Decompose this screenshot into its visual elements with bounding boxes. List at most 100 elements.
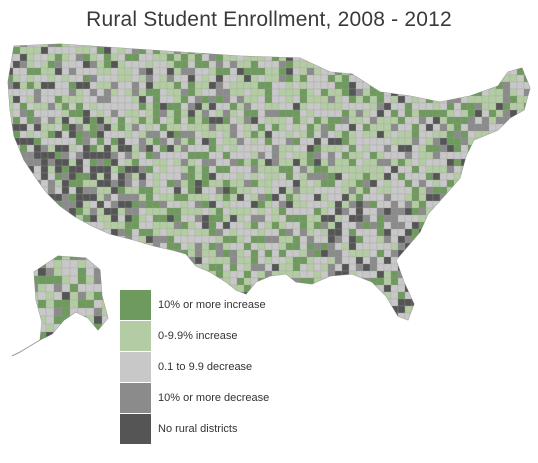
county-cell <box>166 109 175 118</box>
county-cell <box>348 207 357 216</box>
county-cell <box>101 267 108 277</box>
county-cell <box>488 186 497 195</box>
county-cell <box>355 46 364 55</box>
county-cell <box>271 123 280 132</box>
county-cell <box>348 312 357 320</box>
county-cell <box>117 102 126 111</box>
county-cell <box>467 102 476 111</box>
county-cell <box>285 137 294 146</box>
county-cell <box>334 172 343 181</box>
county-cell <box>187 53 196 62</box>
county-cell <box>37 256 47 261</box>
county-cell <box>495 249 504 258</box>
county-cell <box>12 67 21 76</box>
county-cell <box>523 235 530 244</box>
county-cell <box>215 193 224 202</box>
county-cell <box>243 214 252 223</box>
county-cell <box>26 137 35 146</box>
county-cell <box>467 74 476 83</box>
county-cell <box>306 228 315 237</box>
county-cell <box>131 165 140 174</box>
county-cell <box>320 60 329 69</box>
county-cell <box>215 214 224 223</box>
county-cell <box>61 44 70 48</box>
county-cell <box>348 158 357 167</box>
county-cell <box>460 88 469 97</box>
county-cell <box>390 305 399 314</box>
county-cell <box>488 158 497 167</box>
county-cell <box>411 312 420 320</box>
county-cell <box>411 102 420 111</box>
county-cell <box>19 235 28 244</box>
county-cell <box>299 207 308 216</box>
county-cell <box>418 235 427 244</box>
county-cell <box>159 263 168 272</box>
county-cell <box>460 130 469 139</box>
county-cell <box>138 263 147 272</box>
county-cell <box>110 277 119 286</box>
county-cell <box>208 53 217 62</box>
county-cell <box>187 74 196 83</box>
county-cell <box>516 305 525 314</box>
county-cell <box>250 172 259 181</box>
county-cell <box>201 130 210 139</box>
county-cell <box>411 291 420 300</box>
county-cell <box>502 277 511 286</box>
county-cell <box>194 158 203 167</box>
county-cell <box>320 235 329 244</box>
county-cell <box>19 116 28 125</box>
county-cell <box>348 193 357 202</box>
county-cell <box>362 319 371 320</box>
county-cell <box>495 130 504 139</box>
county-cell <box>306 242 315 251</box>
county-cell <box>432 60 441 69</box>
county-cell <box>495 165 504 174</box>
county-cell <box>348 74 357 83</box>
county-cell <box>376 193 385 202</box>
county-cell <box>334 116 343 125</box>
county-cell <box>439 46 448 55</box>
county-cell <box>474 67 483 76</box>
county-cell <box>229 137 238 146</box>
county-cell <box>229 221 238 230</box>
county-cell <box>376 200 385 209</box>
county-cell <box>397 116 406 125</box>
county-cell <box>8 151 14 160</box>
county-cell <box>362 116 371 125</box>
county-cell <box>327 158 336 167</box>
county-cell <box>502 116 511 125</box>
county-cell <box>411 60 420 69</box>
legend-item-no-rural: No rural districts <box>120 414 320 444</box>
county-cell <box>159 270 168 279</box>
county-cell <box>103 81 112 90</box>
county-cell <box>68 102 77 111</box>
county-cell <box>215 81 224 90</box>
county-cell <box>348 130 357 139</box>
county-cell <box>124 158 133 167</box>
county-cell <box>124 193 133 202</box>
county-cell <box>12 165 21 174</box>
county-cell <box>8 200 14 209</box>
county-cell <box>61 81 70 90</box>
county-cell <box>474 137 483 146</box>
county-cell <box>495 123 504 132</box>
county-cell <box>103 158 112 167</box>
county-cell <box>355 214 364 223</box>
county-cell <box>75 109 84 118</box>
county-cell <box>502 81 511 90</box>
county-cell <box>411 67 420 76</box>
county-cell <box>68 130 77 139</box>
county-cell <box>383 319 392 320</box>
county-cell <box>236 102 245 111</box>
county-cell <box>355 312 364 320</box>
county-cell <box>467 207 476 216</box>
county-cell <box>418 319 427 320</box>
county-cell <box>117 200 126 209</box>
county-cell <box>376 88 385 97</box>
county-cell <box>187 46 196 55</box>
county-cell <box>229 242 238 251</box>
county-cell <box>236 74 245 83</box>
county-cell <box>334 221 343 230</box>
county-cell <box>404 200 413 209</box>
county-cell <box>502 186 511 195</box>
